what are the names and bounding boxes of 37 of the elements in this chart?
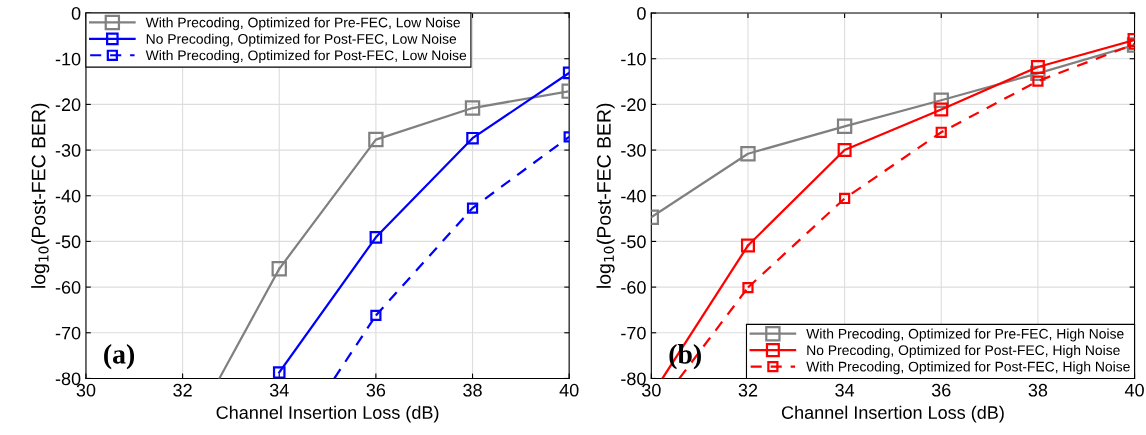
y-tick-label: 0 (71, 6, 81, 20)
y-axis-title: log$_{10}$(Post-FEC BER) (596, 103, 615, 288)
y-tick-label: -20 (621, 98, 646, 112)
legend-label: With Precoding, Optimized for Pre-FEC, High Noise (806, 328, 1124, 342)
x-tick-label: 32 (738, 383, 758, 397)
y-tick-label: -10 (55, 52, 81, 66)
y-tick-label: -60 (621, 281, 646, 294)
y-tick-label: -10 (621, 52, 646, 66)
legend-label: No Precoding, Optimized for Post-FEC, High Noise (807, 344, 1120, 358)
x-axis-title: Channel Insertion Loss (dB) (781, 405, 1004, 423)
x-tick-label: 34 (269, 383, 289, 397)
y-axis-title: log$_{10}$(Post-FEC BER) (31, 103, 50, 288)
y-tick-label: -30 (55, 144, 81, 157)
y-tick-label: -70 (55, 326, 81, 340)
y-tick-label: -50 (621, 235, 646, 249)
legend-label: With Precoding, Optimized for Post-FEC, Low Noise (145, 50, 467, 63)
annotation: (a) (104, 344, 135, 370)
x-tick-label: 40 (1124, 383, 1144, 397)
y-tick-label: -60 (55, 281, 81, 294)
x-tick-label: 34 (835, 383, 855, 397)
y-tick-label: 0 (637, 6, 646, 20)
x-tick-label: 36 (931, 383, 951, 397)
y-tick-label: -30 (621, 144, 646, 157)
legend-label: With Precoding, Optimized for Post-FEC, High Noise (806, 361, 1130, 375)
y-tick-label: -70 (621, 326, 646, 340)
x-tick-label: 32 (173, 383, 192, 397)
x-tick-label: 38 (1028, 383, 1048, 397)
y-tick-label: -50 (55, 235, 81, 249)
legend-label: With Precoding, Optimized for Pre-FEC, Low Noise (145, 17, 460, 31)
legend-label: No Precoding, Optimized for Post-FEC, Low Noise (146, 33, 457, 47)
x-tick-label: 40 (559, 383, 579, 397)
x-tick-label: 36 (366, 383, 386, 397)
y-tick-label: -40 (55, 189, 81, 203)
x-tick-label: 38 (463, 383, 482, 397)
x-axis-title: Channel Insertion Loss (dB) (216, 405, 439, 423)
y-tick-label: -40 (621, 189, 646, 203)
y-tick-label: -20 (55, 98, 81, 112)
